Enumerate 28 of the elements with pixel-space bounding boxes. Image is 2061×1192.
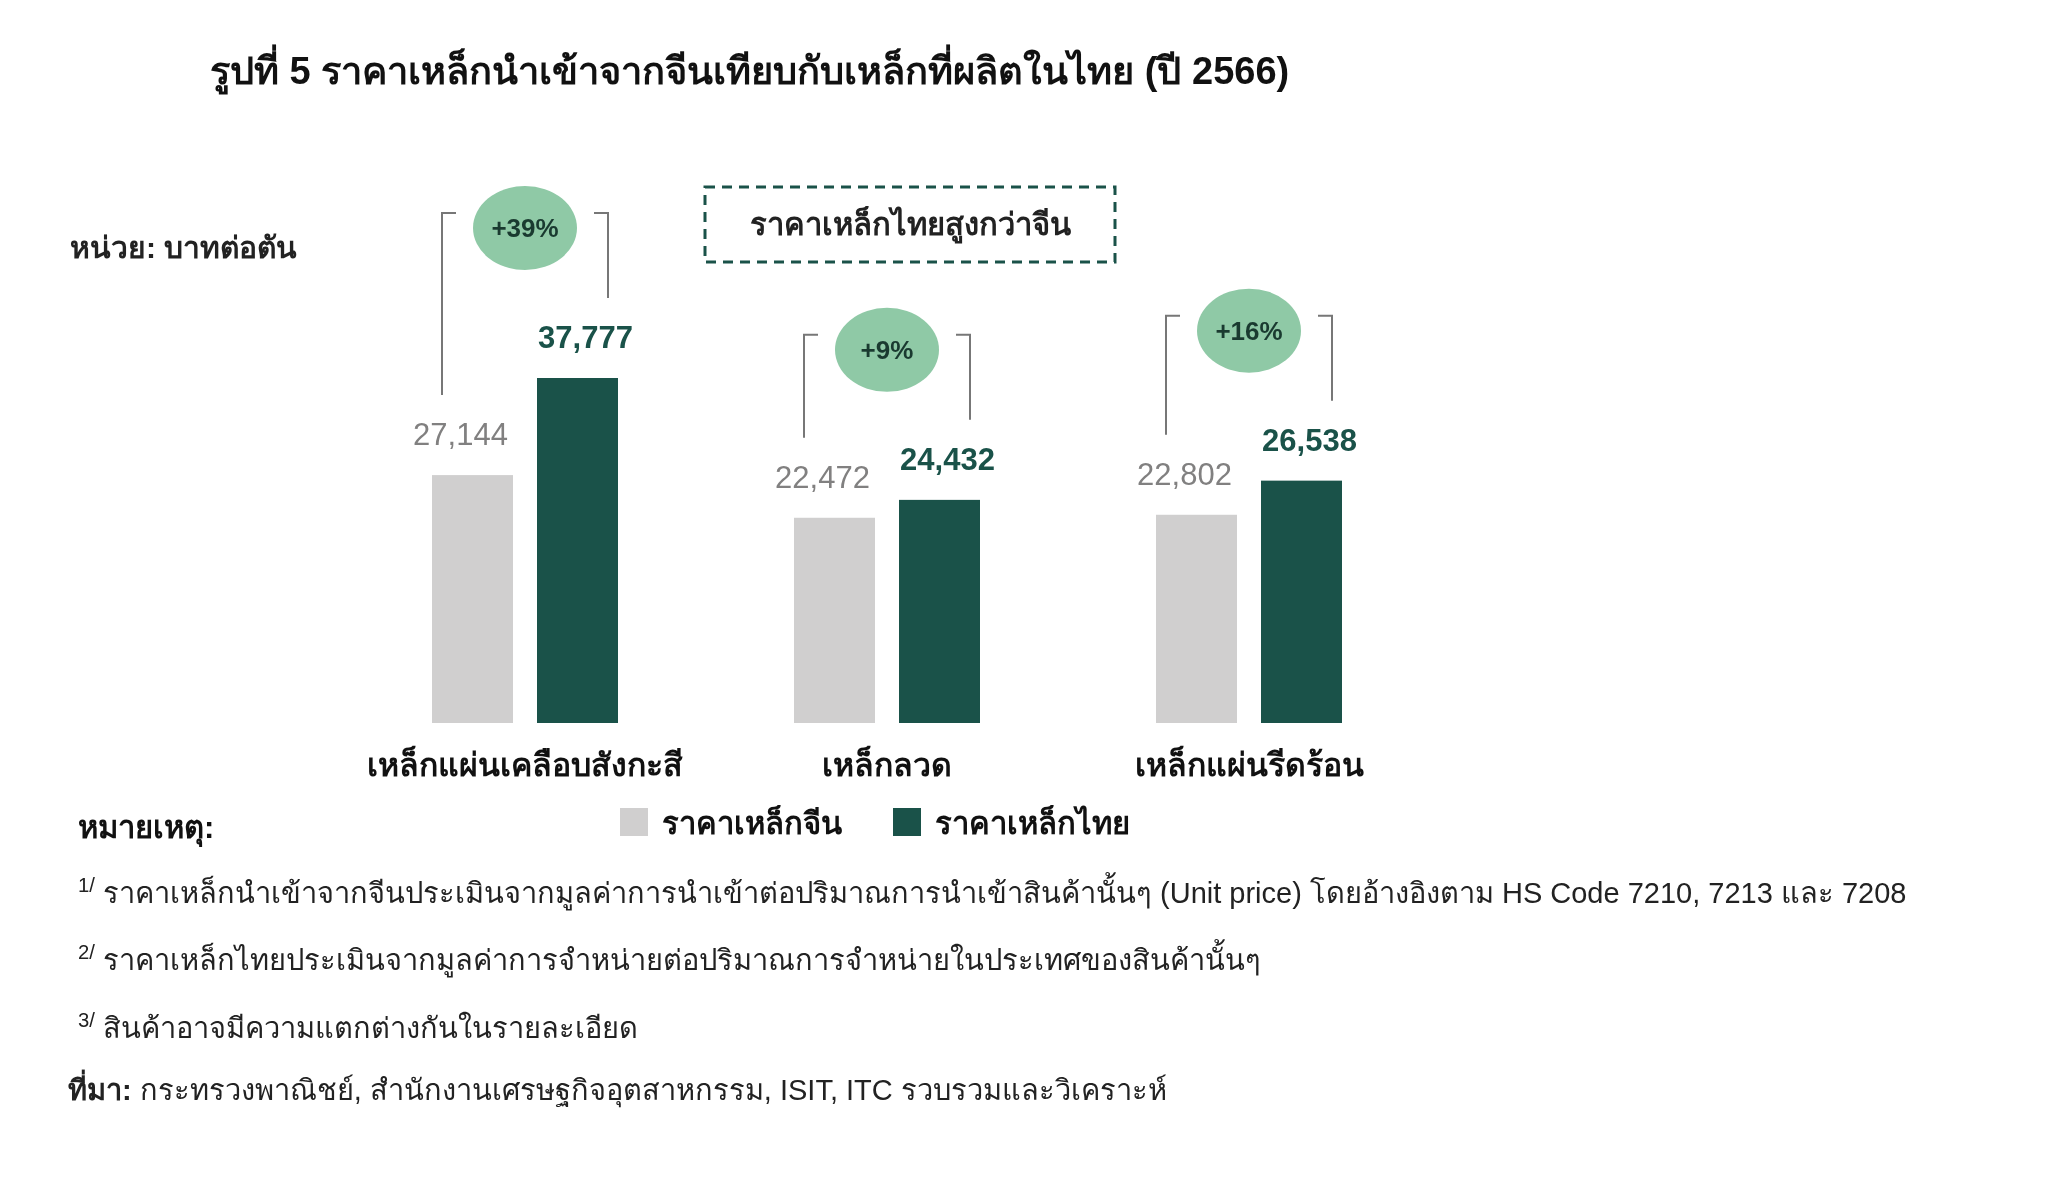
legend-label: ราคาเหล็กจีน (662, 804, 842, 841)
bar (537, 378, 618, 723)
text: ที่มา: กระทรวงพาณิชย์, สำนักงานเศรษฐกิจอุตสาหกรรม, ISIT, ITC รวบรวมและวิเคราะห์ (68, 1069, 1167, 1108)
data-label: 22,472 (775, 459, 870, 495)
y-axis-title: หน่วย: บาทต่อตัน (70, 231, 298, 264)
data-label: 24,432 (900, 441, 995, 477)
bar (1156, 514, 1237, 723)
legend-title: หมายเหตุ: (78, 810, 215, 847)
text: +39% (491, 213, 559, 243)
text: +16% (1215, 315, 1283, 346)
data-label: 27,144 (413, 417, 508, 453)
text: ราคาเหล็กไทยสูงกว่าจีน (749, 205, 1071, 244)
bar (794, 517, 875, 723)
text: $^{1/}$ ราคาเหล็กนำเข้าจากจีนประเมินจากมูลค่าการนำเข้าต่อปริมาณการนำเข้าสินค้านั้นๆ (Unit price) โดยอ้างอิงตาม HS Code 7210, 7213 และ 7208 (78, 872, 1907, 911)
x-tick-label: เหล็กแผ่นรีดร้อน (1134, 745, 1364, 783)
chart-title: รูปที่ 5 ราคาเหล็กนำเข้าจากจีนเทียบกับเหล็กที่ผลิตในไทย (ปี 2566) (210, 44, 1290, 95)
data-label: 22,802 (1137, 456, 1232, 492)
text: $^{2/}$ ราคาเหล็กไทยประเมินจากมูลค่าการจำหน่ายต่อปริมาณการจำหน่ายในประเทศของสินค้านั้นๆ (78, 939, 1261, 978)
bar (1261, 480, 1342, 723)
data-label: 37,777 (538, 320, 633, 355)
x-tick-label: เหล็กลวด (822, 745, 952, 783)
legend-label: ราคาเหล็กไทย (935, 804, 1130, 841)
text: $^{3/}$ สินค้าอาจมีความแตกต่างกันในรายละเอียด (78, 1009, 638, 1044)
x-tick-label: เหล็กแผ่นเคลือบสังกะสี (367, 745, 683, 783)
bar (899, 499, 980, 723)
data-label: 26,538 (1262, 422, 1357, 458)
bar (432, 475, 513, 723)
text: +9% (860, 334, 914, 365)
